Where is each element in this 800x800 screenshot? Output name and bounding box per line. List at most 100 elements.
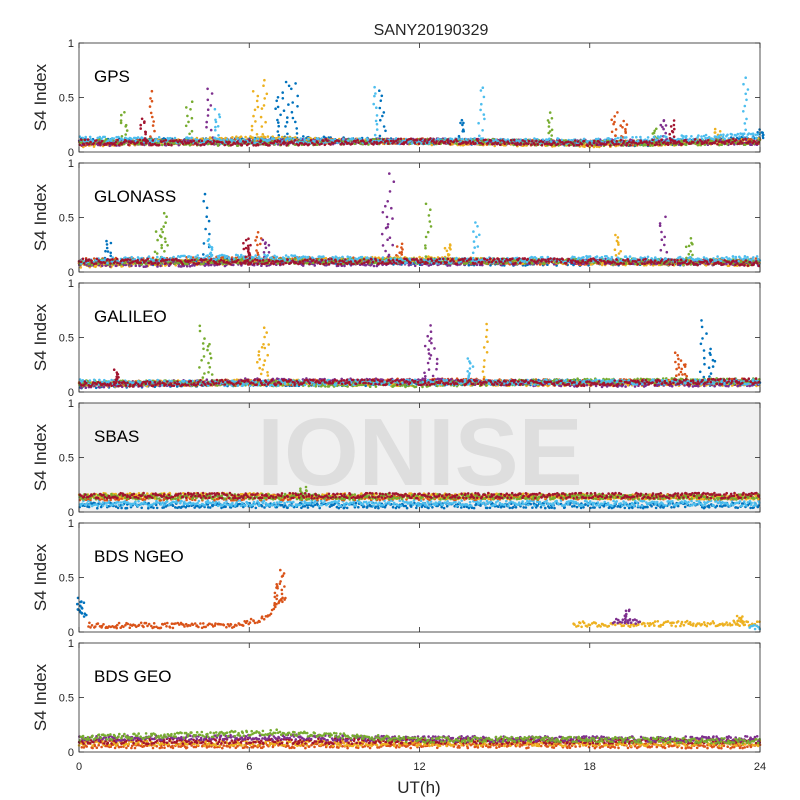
- data-point: [615, 143, 618, 146]
- data-point: [300, 142, 304, 145]
- data-point: [83, 138, 87, 142]
- data-point: [240, 143, 244, 147]
- data-point: [443, 140, 447, 144]
- data-point: [323, 143, 327, 147]
- data-point: [163, 142, 167, 145]
- data-point: [655, 138, 658, 142]
- data-point: [553, 141, 556, 145]
- data-point: [203, 143, 206, 146]
- data-point: [741, 141, 744, 145]
- data-point: [741, 138, 745, 141]
- data-point: [492, 142, 495, 145]
- data-point: [662, 140, 666, 144]
- data-point: [507, 142, 511, 145]
- data-point: [172, 139, 176, 143]
- data-point: [610, 130, 614, 134]
- data-point: [244, 135, 247, 139]
- data-point: [741, 134, 745, 137]
- data-point: [608, 144, 612, 147]
- data-point: [350, 142, 354, 146]
- data-point: [152, 120, 155, 123]
- data-point: [80, 138, 83, 141]
- data-point: [382, 125, 386, 128]
- data-point: [354, 140, 358, 144]
- data-point: [486, 142, 490, 145]
- data-point: [682, 135, 685, 138]
- data-point: [140, 142, 144, 146]
- data-point: [139, 123, 142, 127]
- data-point: [372, 102, 376, 106]
- data-point: [294, 82, 297, 85]
- data-point: [417, 142, 421, 145]
- data-point: [206, 98, 210, 102]
- data-point: [645, 141, 648, 144]
- data-point: [590, 144, 594, 147]
- data-point: [255, 99, 259, 103]
- data-point: [256, 94, 260, 98]
- data-point: [253, 138, 257, 141]
- data-point: [646, 143, 650, 147]
- data-point: [685, 140, 688, 144]
- data-point: [400, 242, 404, 246]
- data-point: [655, 143, 659, 146]
- data-point: [482, 95, 486, 99]
- data-point: [106, 250, 110, 253]
- data-point: [460, 118, 464, 122]
- data-point: [751, 132, 755, 135]
- data-point: [619, 138, 623, 142]
- data-point: [455, 139, 459, 143]
- data-point: [380, 140, 383, 144]
- data-point: [622, 119, 625, 123]
- data-point: [469, 142, 473, 145]
- data-point: [384, 129, 387, 133]
- data-point: [168, 136, 172, 140]
- data-point: [213, 136, 217, 140]
- data-point: [530, 143, 533, 146]
- data-point: [476, 139, 480, 143]
- data-point: [114, 140, 118, 144]
- data-point: [105, 239, 108, 243]
- data-point: [250, 141, 254, 145]
- data-point: [381, 138, 385, 141]
- data-point: [217, 134, 220, 137]
- data-point: [430, 143, 434, 147]
- data-point: [395, 245, 399, 248]
- data-point: [195, 143, 199, 146]
- data-point: [631, 136, 634, 139]
- data-point: [374, 92, 377, 95]
- data-point: [296, 105, 299, 108]
- data-point: [477, 121, 480, 125]
- data-point: [484, 138, 487, 142]
- data-point: [533, 143, 536, 146]
- data-point: [259, 115, 263, 119]
- data-point: [303, 138, 307, 142]
- data-point: [114, 143, 117, 147]
- data-point: [292, 142, 295, 145]
- data-point: [140, 117, 144, 121]
- data-point: [189, 108, 192, 111]
- data-point: [651, 138, 654, 142]
- data-point: [620, 144, 623, 147]
- data-point: [705, 141, 708, 144]
- data-point: [342, 137, 345, 141]
- data-point: [217, 113, 221, 116]
- data-point: [277, 121, 280, 124]
- data-point: [112, 137, 116, 140]
- data-point: [205, 215, 208, 218]
- data-point: [713, 127, 717, 131]
- data-point: [461, 123, 464, 127]
- data-point: [342, 143, 346, 146]
- data-point: [576, 140, 580, 143]
- data-point: [536, 142, 539, 146]
- data-point: [214, 125, 217, 129]
- data-point: [365, 142, 369, 145]
- data-point: [409, 137, 413, 141]
- data-point: [448, 142, 452, 146]
- data-point: [745, 117, 748, 121]
- data-point: [480, 102, 483, 106]
- data-point: [607, 140, 610, 144]
- data-point: [307, 143, 311, 146]
- data-point: [593, 139, 596, 143]
